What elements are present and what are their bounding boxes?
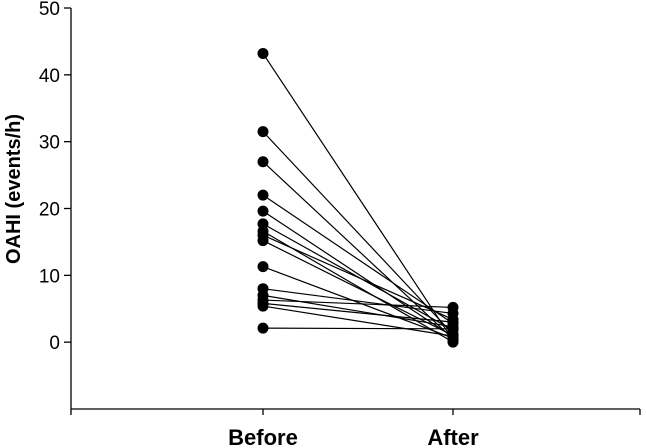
series-lines — [262, 53, 454, 343]
pair-line — [262, 53, 454, 341]
y-tick-label: 30 — [39, 133, 60, 154]
pair-line — [262, 194, 454, 324]
pair-line — [262, 327, 454, 330]
pair-line — [262, 302, 454, 323]
y-tick-label: 50 — [39, 0, 60, 20]
pair-line — [262, 234, 454, 320]
y-axis-title: OAHI (events/h) — [3, 114, 25, 264]
pair-line — [262, 288, 454, 315]
y-tick-label: 40 — [39, 66, 60, 87]
before-point — [257, 205, 269, 217]
y-tick-label: 20 — [39, 200, 60, 221]
after-point — [447, 301, 459, 313]
x-category-label-before: Before — [228, 425, 298, 448]
pair-line — [262, 305, 454, 337]
before-point — [257, 261, 269, 273]
before-point — [257, 189, 269, 201]
pair-line — [262, 294, 454, 328]
before-point — [257, 235, 269, 247]
x-category-label-after: After — [427, 425, 479, 448]
before-point — [257, 156, 269, 168]
chart-axes — [70, 8, 640, 410]
y-tick-label: 10 — [39, 266, 60, 287]
pair-line — [262, 240, 454, 337]
series-points — [257, 47, 459, 348]
after-point — [447, 323, 459, 335]
x-ticks: Before After — [70, 409, 641, 448]
before-point — [257, 126, 269, 138]
pair-line — [262, 210, 454, 338]
pair-line — [262, 299, 454, 309]
pair-line — [262, 266, 454, 339]
before-point — [257, 47, 269, 59]
y-ticks: 0 10 20 30 40 50 — [39, 0, 71, 354]
y-tick-label: 0 — [49, 333, 60, 354]
before-point — [257, 300, 269, 312]
pair-line — [262, 131, 454, 335]
before-point — [257, 322, 269, 334]
